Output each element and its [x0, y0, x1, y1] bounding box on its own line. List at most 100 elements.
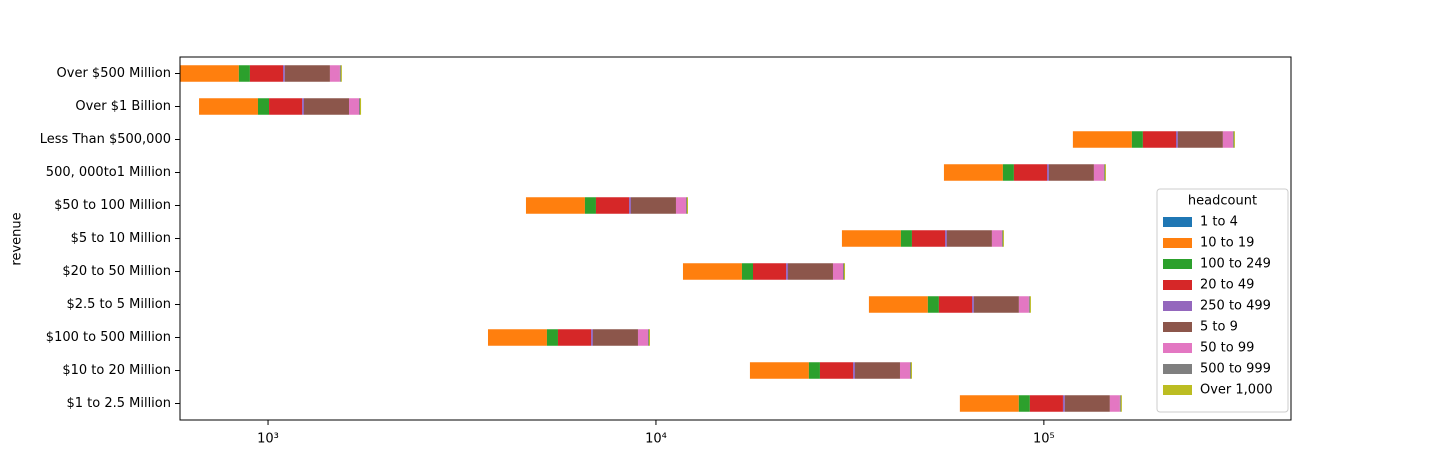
bar-segment [1047, 164, 1049, 181]
bar-segment [595, 197, 630, 214]
bar-segment [842, 263, 844, 280]
legend-swatch [1163, 385, 1192, 395]
bar-segment [959, 395, 1019, 412]
bar-segment [749, 362, 809, 379]
legend-label: 10 to 19 [1200, 236, 1254, 251]
bar-segment [1176, 131, 1178, 148]
bar-segment [284, 65, 330, 82]
bar-segment [348, 98, 360, 115]
bar-segment [525, 197, 585, 214]
bar-segment [1233, 131, 1235, 148]
bar-segment [1104, 164, 1106, 181]
bar-segment [900, 230, 912, 247]
legend-label: 250 to 499 [1200, 299, 1271, 314]
legend-title: headcount [1188, 194, 1257, 209]
legend-swatch [1163, 301, 1192, 311]
bar-segment [973, 296, 1019, 313]
bar-segment [359, 98, 360, 115]
bar-segment [899, 362, 910, 379]
y-tick-label: $50 to 100 Million [54, 198, 171, 213]
bar-segment [1119, 395, 1121, 412]
y-tick-label: Over $1 Billion [75, 99, 171, 114]
bar-segment [257, 98, 270, 115]
bar-segment [180, 65, 239, 82]
bar-segment [1002, 230, 1004, 247]
bar-segment [1109, 395, 1120, 412]
bar-segment [991, 230, 1002, 247]
bar-segment [675, 197, 686, 214]
bar-segment [1013, 164, 1048, 181]
y-tick-label: Over $500 Million [57, 66, 171, 81]
bar-segment [269, 98, 303, 115]
bar-segment [283, 65, 285, 82]
bar-segment [972, 296, 974, 313]
bar-segment [359, 98, 362, 115]
bar-segment [647, 329, 649, 346]
bar-segment [648, 329, 650, 346]
bar-segment [546, 329, 558, 346]
bar-segment [339, 65, 341, 82]
bar-segment [910, 362, 912, 379]
bar-segment [1028, 296, 1030, 313]
bar-segment [911, 230, 946, 247]
legend-swatch [1163, 364, 1192, 374]
legend-swatch [1163, 217, 1192, 227]
bar-segment [1120, 395, 1122, 412]
bar-segment [843, 263, 846, 280]
bar-segment [752, 263, 787, 280]
bar-segment [788, 263, 833, 280]
bar-segment [1002, 164, 1014, 181]
y-axis-label: revenue [10, 212, 25, 265]
y-tick-label: $1 to 2.5 Million [66, 396, 171, 411]
bar-segment [841, 230, 901, 247]
bar-segment [945, 230, 947, 247]
bar-segment [741, 263, 753, 280]
bar-segment [853, 362, 855, 379]
bar-segment [1142, 131, 1177, 148]
legend-label: 5 to 9 [1200, 320, 1238, 335]
bar-segment [686, 197, 688, 214]
legend-label: 100 to 249 [1200, 257, 1271, 272]
bar-segment [340, 65, 342, 82]
bar-segment [557, 329, 592, 346]
bar-segment [1048, 164, 1094, 181]
bar-segment [1072, 131, 1132, 148]
bar-segment [199, 98, 258, 115]
bar-segment [629, 197, 631, 214]
bar-segment [927, 296, 939, 313]
x-tick-label: 10⁵ [1033, 432, 1055, 447]
bar-segment [1131, 131, 1143, 148]
bar-segment [685, 197, 687, 214]
bar-segment [1232, 131, 1234, 148]
legend-swatch [1163, 238, 1192, 248]
bar-segment [1018, 395, 1030, 412]
bar-segment [1103, 164, 1105, 181]
bar-segment [1093, 164, 1104, 181]
legend-label: 20 to 49 [1200, 278, 1254, 293]
legend-label: 500 to 999 [1200, 362, 1271, 377]
x-tick-label: 10³ [257, 432, 279, 447]
bar-segment [819, 362, 854, 379]
bar-segment [592, 329, 638, 346]
y-tick-label: $20 to 50 Million [62, 264, 171, 279]
y-tick-label: Less Than $500,000 [40, 132, 171, 147]
legend-swatch [1163, 259, 1192, 269]
legend-swatch [1163, 280, 1192, 290]
bar-segment [1062, 395, 1065, 412]
bar-segment [682, 263, 742, 280]
bar-segment [584, 197, 596, 214]
bar-segment [304, 98, 349, 115]
bar-segment [854, 362, 900, 379]
bar-segment [946, 230, 992, 247]
bar-segment [868, 296, 928, 313]
bar-segment [1001, 230, 1003, 247]
bar-segment [1018, 296, 1029, 313]
bar-segment [1222, 131, 1233, 148]
y-tick-label: $10 to 20 Million [62, 363, 171, 378]
y-tick-label: $5 to 10 Million [71, 231, 171, 246]
bar-segment [238, 65, 250, 82]
bar-segment [1064, 395, 1110, 412]
bar-segment [808, 362, 820, 379]
x-tick-label: 10⁴ [645, 432, 667, 447]
